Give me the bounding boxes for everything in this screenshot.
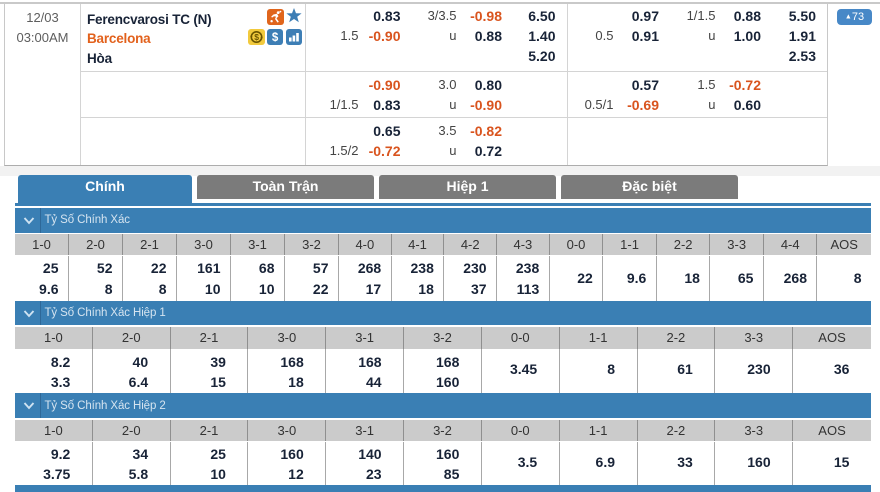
svg-text:$: $ bbox=[254, 32, 259, 42]
svg-text:$: $ bbox=[272, 32, 279, 44]
